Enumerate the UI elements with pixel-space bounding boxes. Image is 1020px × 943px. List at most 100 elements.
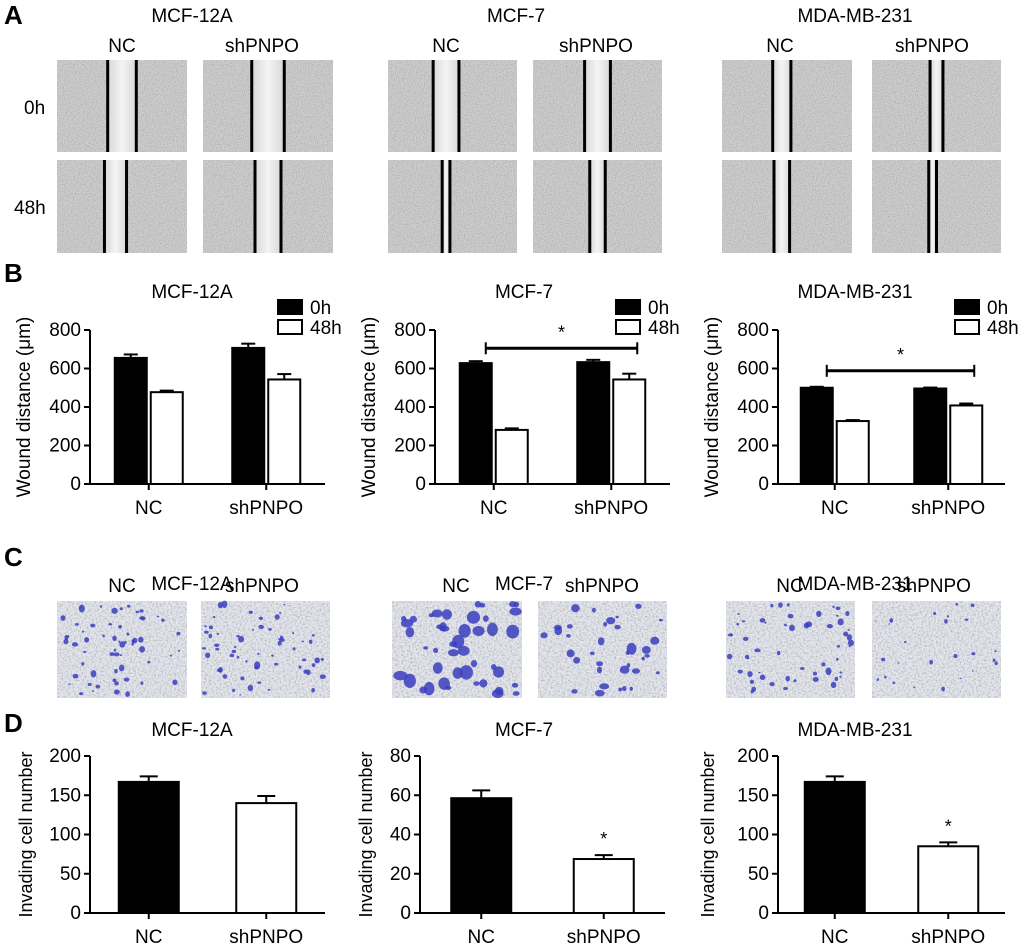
stained-cell — [63, 638, 69, 645]
stained-cell — [231, 649, 237, 654]
y-tick-label: 200 — [49, 746, 81, 767]
wound-gap — [589, 160, 606, 253]
stained-cell — [172, 679, 178, 686]
stained-cell — [759, 618, 766, 623]
stained-cell — [311, 687, 315, 693]
micrograph-texture — [872, 601, 1001, 698]
wound-gap — [774, 160, 790, 253]
x-tick-label: shPNPO — [911, 927, 985, 943]
bar-shPNPO — [917, 845, 980, 915]
y-tick-label: 150 — [49, 785, 81, 806]
stained-cell — [433, 647, 439, 654]
stained-cell — [214, 643, 220, 647]
wound-micrograph — [533, 160, 662, 253]
bar-chart-mcf-12a: MCF-12A Wound distance (μm) 0 200 400 600 800 N… — [14, 282, 342, 519]
bar-48h — [612, 378, 647, 485]
bar-0h — [458, 362, 493, 485]
panel-a-row-48h: 48h — [14, 198, 46, 219]
wound-micrograph — [57, 160, 187, 253]
stained-cell — [445, 685, 452, 690]
stained-cell — [139, 609, 144, 613]
panel-letter-a: A — [4, 0, 23, 30]
stained-cell — [126, 632, 130, 636]
stained-cell — [248, 610, 253, 614]
x-tick-label: shPNPO — [911, 498, 985, 519]
stained-cell — [836, 614, 839, 617]
y-axis-label: Invading cell number — [16, 751, 36, 917]
y-tick-label: 150 — [737, 785, 769, 806]
wound-gap — [772, 60, 791, 152]
panel-b: MCF-12A Wound distance (μm) 0 200 400 600 800 N… — [14, 282, 1019, 519]
stained-cell — [799, 666, 805, 670]
stained-cell — [72, 673, 79, 679]
stained-cell — [479, 679, 488, 688]
legend-label: 0h — [987, 298, 1008, 319]
stained-cell — [946, 615, 950, 618]
stained-cell — [268, 628, 272, 631]
stained-cell — [832, 605, 835, 609]
stained-cell — [597, 637, 605, 646]
y-tick-label: 800 — [737, 320, 769, 341]
stained-cell — [271, 654, 274, 657]
panel-a-col-shpnpo-2: shPNPO — [559, 36, 633, 57]
stained-cell — [64, 634, 69, 641]
stained-cell — [658, 618, 663, 622]
stained-cell — [493, 666, 505, 678]
stained-cell — [571, 604, 580, 613]
panel-c: MCF-12A MCF-7 MDA-MB-231 NC NC NC shPNPON… — [57, 574, 1001, 698]
stained-cell — [655, 671, 660, 675]
stained-cell — [232, 688, 236, 693]
y-axis-label: Wound distance (μm) — [702, 317, 723, 498]
panel-a-col-nc-1: NC — [108, 36, 135, 57]
bar-48h — [267, 378, 302, 485]
wound-micrograph — [388, 60, 517, 152]
stained-cell — [513, 601, 520, 608]
stained-cell — [208, 625, 214, 630]
stained-cell — [472, 625, 485, 637]
stained-cell — [892, 681, 896, 684]
stained-cell — [236, 634, 240, 638]
stained-cell — [251, 628, 254, 631]
stained-cell — [845, 611, 850, 617]
wound-gap — [442, 160, 450, 253]
stained-cell — [102, 634, 105, 638]
stained-cell — [566, 624, 573, 629]
stained-cell — [114, 669, 118, 674]
stained-cell — [111, 607, 118, 614]
panel-a-row-0h: 0h — [24, 98, 45, 119]
stained-cell — [405, 626, 415, 638]
panel-letter-b: B — [4, 258, 23, 288]
stained-cell — [836, 657, 839, 661]
stained-cell — [147, 660, 151, 664]
stained-cell — [566, 649, 575, 658]
stained-cell — [95, 684, 101, 689]
panel-a-col-shpnpo-1: shPNPO — [225, 36, 299, 57]
y-tick-label: 600 — [737, 359, 769, 380]
y-axis-label: Invading cell number — [698, 751, 718, 917]
stained-cell — [736, 613, 740, 615]
stained-cell — [787, 613, 794, 619]
y-tick-label: 200 — [737, 436, 769, 457]
bar-48h — [835, 420, 870, 485]
stained-cell — [650, 636, 660, 645]
stained-cell — [834, 676, 839, 682]
stained-cell — [758, 671, 761, 674]
stained-cell — [941, 686, 945, 692]
stained-cell — [306, 669, 311, 676]
stained-cell — [176, 631, 181, 636]
stained-cell — [540, 632, 548, 639]
stained-cell — [972, 670, 974, 672]
stained-cell — [125, 691, 130, 697]
legend-swatch — [954, 299, 980, 315]
stained-cell — [641, 646, 651, 654]
stained-cell — [813, 671, 818, 676]
stained-cell — [474, 600, 482, 608]
panel-a: MCF-12A MCF-7 MDA-MB-231 NC shPNPO NC sh… — [14, 6, 1001, 253]
stained-cell — [626, 663, 631, 668]
stained-cell — [992, 658, 996, 662]
bar-shPNPO — [235, 802, 298, 914]
chart-title: MCF-12A — [151, 282, 233, 303]
micrograph-texture — [388, 160, 517, 253]
wound-gap — [251, 60, 285, 152]
stained-cell — [258, 624, 264, 629]
